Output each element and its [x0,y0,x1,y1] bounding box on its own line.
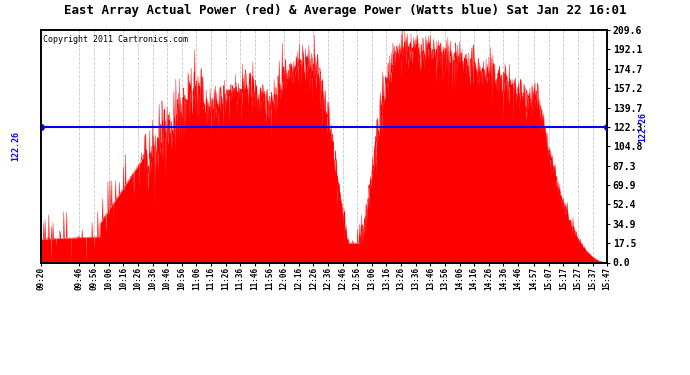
Text: East Array Actual Power (red) & Average Power (Watts blue) Sat Jan 22 16:01: East Array Actual Power (red) & Average … [63,4,627,17]
Text: Copyright 2011 Cartronics.com: Copyright 2011 Cartronics.com [43,34,188,44]
Text: 122.26: 122.26 [12,131,21,161]
Text: 122.26: 122.26 [638,112,647,142]
